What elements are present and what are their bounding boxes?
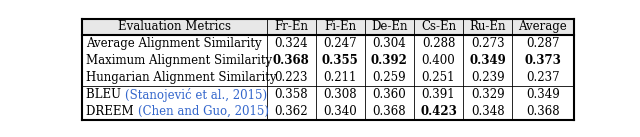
- Text: 0.392: 0.392: [371, 54, 408, 67]
- Text: 0.340: 0.340: [323, 105, 357, 118]
- Text: 0.287: 0.287: [526, 37, 559, 50]
- Text: 0.391: 0.391: [422, 88, 455, 101]
- Text: 0.349: 0.349: [469, 54, 506, 67]
- Text: 0.329: 0.329: [471, 88, 504, 101]
- Text: 0.273: 0.273: [471, 37, 504, 50]
- Bar: [83, 18, 573, 35]
- Text: 0.368: 0.368: [372, 105, 406, 118]
- Text: 0.360: 0.360: [372, 88, 406, 101]
- Text: 0.223: 0.223: [275, 71, 308, 84]
- Text: (Chen and Guo, 2015): (Chen and Guo, 2015): [138, 105, 269, 118]
- Text: 0.368: 0.368: [526, 105, 559, 118]
- Text: 0.358: 0.358: [275, 88, 308, 101]
- Text: DREEM: DREEM: [86, 105, 138, 118]
- Text: 0.308: 0.308: [323, 88, 357, 101]
- Text: BLEU: BLEU: [86, 88, 125, 101]
- Text: Maximum Alignment Similarity: Maximum Alignment Similarity: [86, 54, 273, 67]
- Text: 0.239: 0.239: [471, 71, 504, 84]
- Text: 0.400: 0.400: [422, 54, 455, 67]
- Text: 0.373: 0.373: [524, 54, 561, 67]
- Text: 0.362: 0.362: [275, 105, 308, 118]
- Text: 0.211: 0.211: [324, 71, 357, 84]
- Text: 0.259: 0.259: [372, 71, 406, 84]
- Text: Evaluation Metrics: Evaluation Metrics: [118, 21, 231, 33]
- Text: 0.348: 0.348: [471, 105, 504, 118]
- Text: Ru-En: Ru-En: [469, 21, 506, 33]
- Text: 0.355: 0.355: [322, 54, 358, 67]
- Text: 0.368: 0.368: [273, 54, 310, 67]
- Text: Average Alignment Similarity: Average Alignment Similarity: [86, 37, 262, 50]
- Text: Fi-En: Fi-En: [324, 21, 356, 33]
- Text: 0.423: 0.423: [420, 105, 457, 118]
- Text: 0.247: 0.247: [323, 37, 357, 50]
- Text: Hungarian Alignment Similarity: Hungarian Alignment Similarity: [86, 71, 277, 84]
- Text: 0.237: 0.237: [526, 71, 559, 84]
- Text: 0.324: 0.324: [275, 37, 308, 50]
- Text: 0.349: 0.349: [526, 88, 560, 101]
- Text: Fr-En: Fr-En: [274, 21, 308, 33]
- Text: 0.304: 0.304: [372, 37, 406, 50]
- Text: 0.288: 0.288: [422, 37, 455, 50]
- Text: Cs-En: Cs-En: [421, 21, 456, 33]
- Text: De-En: De-En: [371, 21, 408, 33]
- Text: (Stanojević et al., 2015): (Stanojević et al., 2015): [125, 88, 268, 102]
- Text: 0.251: 0.251: [422, 71, 455, 84]
- Text: Average: Average: [518, 21, 567, 33]
